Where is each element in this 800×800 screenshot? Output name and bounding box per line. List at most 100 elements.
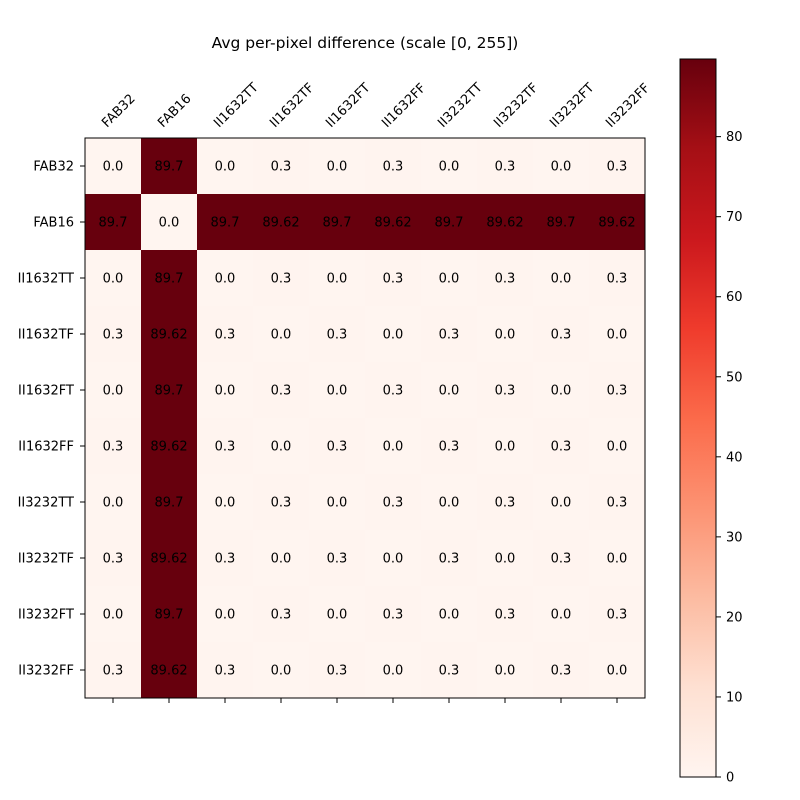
cell-value-label: 0.3 — [495, 160, 516, 175]
heatmap-cell — [253, 418, 309, 474]
heatmap-cell — [477, 138, 533, 194]
cell-value-label: 89.7 — [155, 496, 184, 511]
heatmap-cell — [477, 194, 533, 250]
cell-value-label: 0.0 — [271, 552, 292, 567]
heatmap-cell — [365, 530, 421, 586]
heatmap-cell — [365, 194, 421, 250]
heatmap-cell — [589, 586, 645, 642]
cell-value-label: 0.0 — [215, 272, 236, 287]
heatmap-cell — [421, 138, 477, 194]
y-tick-label: II1632TT — [18, 272, 74, 287]
cell-value-label: 0.3 — [215, 440, 236, 455]
cell-value-label: 0.0 — [327, 384, 348, 399]
heatmap-cell — [85, 138, 141, 194]
cell-value-label: 89.62 — [150, 664, 187, 679]
heatmap-cell — [309, 418, 365, 474]
heatmap-cell — [309, 306, 365, 362]
heatmap-cell — [533, 418, 589, 474]
heatmap-cell — [197, 250, 253, 306]
cell-value-label: 0.0 — [439, 384, 460, 399]
heatmap-cell — [533, 586, 589, 642]
cell-value-label: 0.3 — [495, 608, 516, 623]
cell-value-label: 0.0 — [607, 664, 628, 679]
cell-value-label: 0.0 — [439, 160, 460, 175]
heatmap-cell — [421, 362, 477, 418]
heatmap-cell — [309, 474, 365, 530]
cell-value-label: 0.0 — [495, 440, 516, 455]
heatmap-cell — [589, 250, 645, 306]
heatmap-cell — [197, 194, 253, 250]
cell-value-label: 0.3 — [439, 664, 460, 679]
cell-value-label: 0.3 — [271, 496, 292, 511]
heatmap-cell — [477, 418, 533, 474]
cell-value-label: 0.3 — [327, 552, 348, 567]
heatmap-cell — [365, 586, 421, 642]
cell-value-label: 0.0 — [551, 608, 572, 623]
heatmap-cell — [85, 306, 141, 362]
heatmap-cell — [253, 474, 309, 530]
cell-value-label: 0.3 — [551, 328, 572, 343]
heatmap-cell — [141, 138, 197, 194]
y-tick-label: II3232TT — [18, 496, 74, 511]
heatmap-cell — [533, 530, 589, 586]
heatmap-cells — [85, 138, 645, 698]
cell-value-label: 0.3 — [551, 440, 572, 455]
heatmap-cell — [477, 474, 533, 530]
heatmap-cell — [197, 642, 253, 698]
y-tick-label: II1632FF — [18, 440, 74, 455]
heatmap-cell — [421, 586, 477, 642]
cell-value-label: 0.0 — [103, 384, 124, 399]
cell-value-label: 0.3 — [607, 496, 628, 511]
cell-value-label: 0.0 — [495, 328, 516, 343]
heatmap-cell — [85, 586, 141, 642]
heatmap-cell — [589, 474, 645, 530]
heatmap-cell — [85, 194, 141, 250]
cell-value-label: 0.3 — [383, 496, 404, 511]
heatmap-cell — [85, 418, 141, 474]
cell-value-label: 0.3 — [271, 272, 292, 287]
cell-value-label: 0.0 — [439, 272, 460, 287]
cell-value-label: 89.7 — [547, 216, 576, 231]
colorbar-tick-label: 70 — [726, 210, 743, 225]
cell-value-label: 0.0 — [103, 272, 124, 287]
heatmap-cell — [197, 306, 253, 362]
heatmap-cell — [141, 586, 197, 642]
cell-value-label: 0.3 — [383, 160, 404, 175]
cell-value-label: 89.62 — [150, 440, 187, 455]
heatmap-cell — [85, 642, 141, 698]
cell-value-label: 0.3 — [215, 552, 236, 567]
cell-value-label: 0.3 — [439, 328, 460, 343]
cell-value-label: 89.62 — [374, 216, 411, 231]
heatmap-cell — [141, 474, 197, 530]
colorbar-tick-label: 60 — [726, 290, 743, 305]
heatmap-cell — [141, 530, 197, 586]
heatmap-cell — [309, 250, 365, 306]
heatmap-cell — [253, 138, 309, 194]
cell-value-label: 0.0 — [607, 328, 628, 343]
cell-value-label: 0.3 — [215, 328, 236, 343]
cell-value-label: 0.0 — [103, 160, 124, 175]
heatmap-cell — [477, 642, 533, 698]
heatmap-cell — [589, 194, 645, 250]
heatmap-cell — [85, 530, 141, 586]
cell-value-label: 0.0 — [327, 608, 348, 623]
cell-value-label: 0.3 — [607, 272, 628, 287]
cell-value-label: 0.3 — [271, 160, 292, 175]
heatmap-cell — [421, 474, 477, 530]
cell-value-label: 0.0 — [607, 552, 628, 567]
heatmap-cell — [309, 530, 365, 586]
heatmap-cell — [309, 194, 365, 250]
cell-value-label: 0.0 — [383, 440, 404, 455]
heatmap-cell — [533, 306, 589, 362]
cell-value-label: 0.0 — [383, 552, 404, 567]
cell-value-label: 0.3 — [495, 384, 516, 399]
heatmap-cell — [197, 586, 253, 642]
colorbar-tick-label: 40 — [726, 450, 743, 465]
colorbar-tick-label: 0 — [726, 771, 734, 786]
cell-value-label: 89.62 — [486, 216, 523, 231]
cell-value-label: 0.3 — [271, 608, 292, 623]
heatmap-cell — [141, 194, 197, 250]
colorbar-tick-label: 30 — [726, 530, 743, 545]
heatmap-cell — [365, 306, 421, 362]
cell-value-label: 0.3 — [551, 664, 572, 679]
